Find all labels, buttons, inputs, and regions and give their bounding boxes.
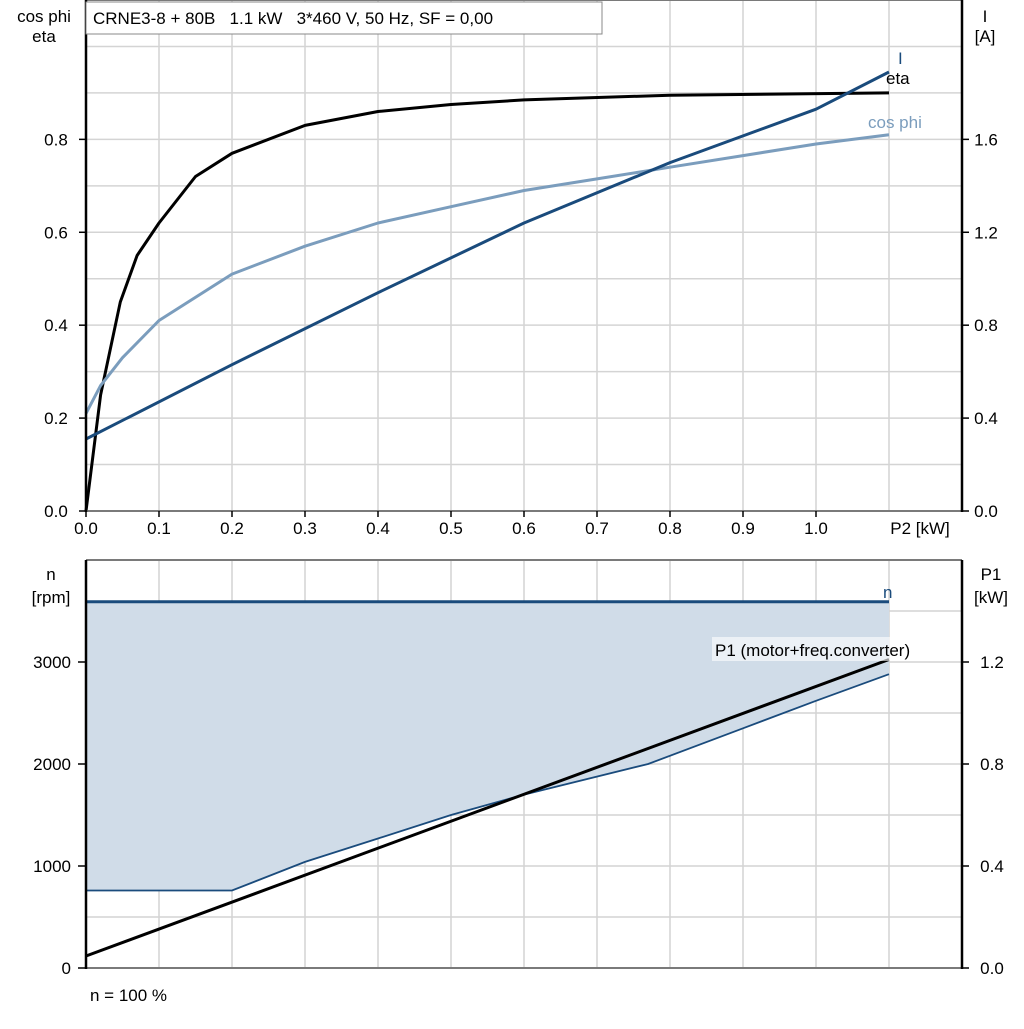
right-y-tick-label: 0.0 [974,502,998,521]
bottom-left-axis-label-2: [rpm] [32,588,71,607]
left-y-tick-label: 1000 [33,857,71,876]
x-tick-label: 0.2 [220,519,244,538]
title-box [85,1,603,35]
x-tick-label: 0.1 [147,519,171,538]
series-label-cos-phi: cos phi [868,113,922,132]
right-y-tick-label: 0.4 [980,857,1004,876]
x-tick-label: 0.7 [585,519,609,538]
x-tick-label: 0.0 [74,519,98,538]
chart-title: CRNE3-8 + 80B 1.1 kW 3*460 V, 50 Hz, SF … [93,9,493,28]
series-label-eta: eta [886,69,910,88]
right-y-tick-label: 0.8 [974,316,998,335]
x-tick-label: 0.9 [731,519,755,538]
left-y-tick-label: 0.0 [44,502,68,521]
x-tick-label: 0.8 [658,519,682,538]
left-y-tick-label: 2000 [33,755,71,774]
top-left-axis-label-2: eta [32,27,56,46]
x-tick-label: 0.5 [439,519,463,538]
series-label-n: n [883,583,892,602]
bottom-series [85,600,890,958]
left-y-tick-label: 0 [62,959,71,978]
x-tick-label: 1.0 [804,519,828,538]
tick-labels: 0.0 0.1 0.2 0.3 0.4 0.5 0.6 0.7 0.8 0.9 1.0 0.0 0.2 0… [33,130,1004,978]
right-y-tick-label: 0.0 [980,959,1004,978]
cos-phi-curve [84,133,890,415]
x-tick-label: 0.3 [293,519,317,538]
top-left-axis-label-1: cos phi [17,7,71,26]
footnote: n = 100 % [90,986,167,1005]
right-y-tick-label: 1.6 [974,130,998,149]
left-y-tick-label: 0.2 [44,409,68,428]
n-range-fill [86,601,889,891]
x-tick-label: 0.4 [366,519,390,538]
top-right-axis-label-1: I [983,7,988,26]
right-y-tick-label: 0.4 [974,409,998,428]
x-tick-label: 0.6 [512,519,536,538]
series-label-P1: P1 (motor+freq.converter) [715,641,910,660]
speed-min-line [86,673,890,892]
right-y-tick-label: 1.2 [980,653,1004,672]
left-y-tick-label: 0.4 [44,316,68,335]
right-y-tick-label: 1.2 [974,223,998,242]
eta-curve [84,91,890,512]
bottom-right-axis-label-2: [kW] [974,588,1008,607]
p1-label-background [712,637,960,661]
top-grid [86,0,962,511]
series-label-I: I [898,49,903,68]
left-y-tick-label: 0.8 [44,130,68,149]
top-series [84,70,890,512]
current-curve [85,70,890,441]
bottom-left-axis-label-1: n [46,565,55,584]
x-axis-label: P2 [kW] [890,519,950,538]
top-right-axis-label-2: [A] [975,27,996,46]
left-y-tick-label: 0.6 [44,223,68,242]
right-y-tick-label: 0.8 [980,755,1004,774]
bottom-right-axis-label-1: P1 [981,565,1002,584]
left-y-tick-label: 3000 [33,653,71,672]
p1-line [85,658,890,958]
